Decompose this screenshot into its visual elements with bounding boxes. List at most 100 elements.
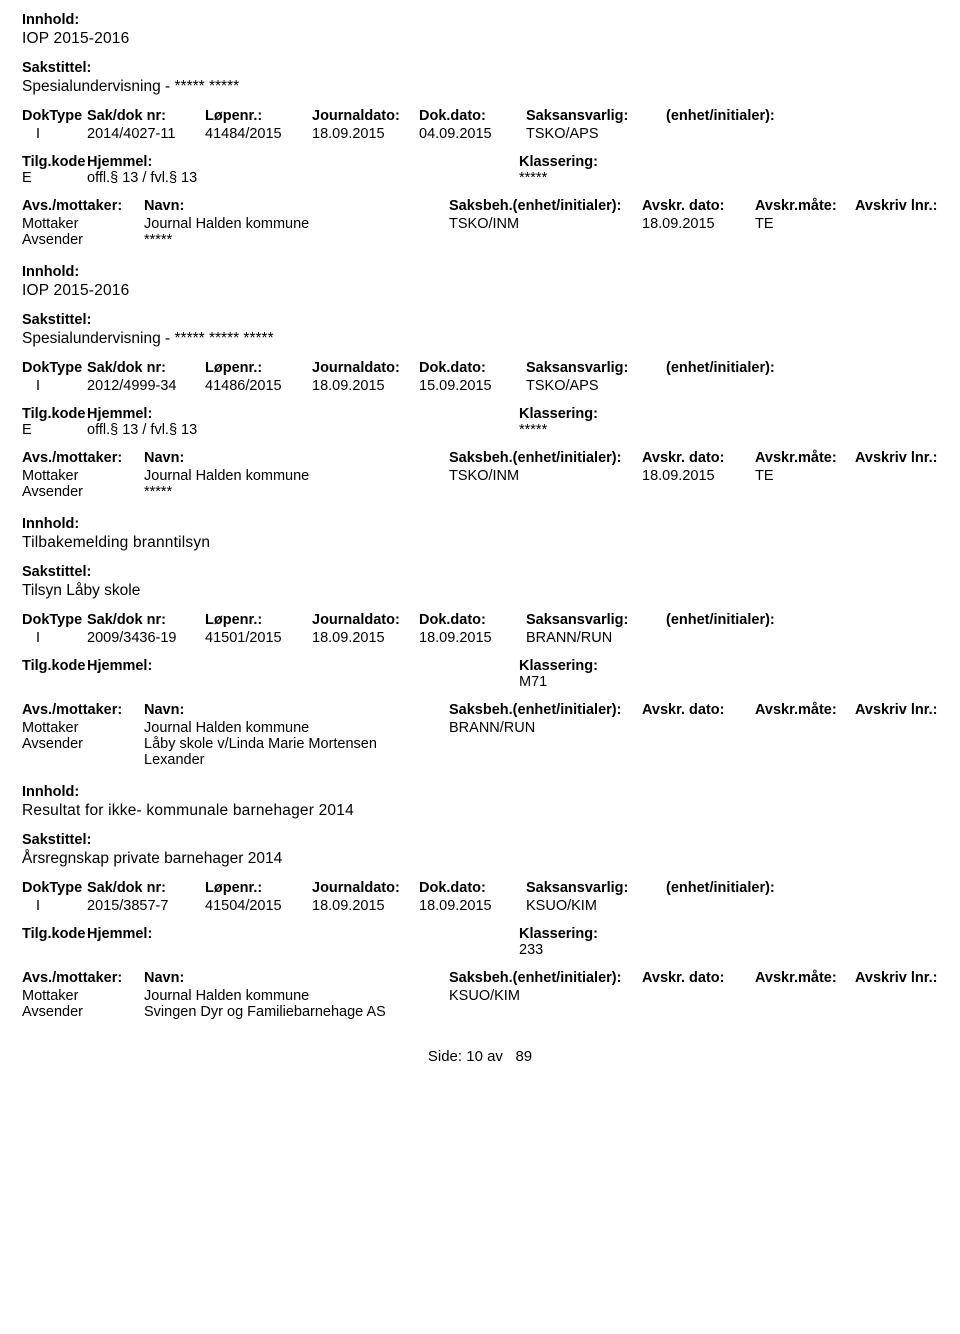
sakdok-value: 2015/3857-7 (87, 898, 205, 914)
avsmottaker-header-row: Avs./mottaker:Navn:Saksbeh.(enhet/initia… (22, 970, 938, 986)
klassering-header: Klassering: (519, 926, 938, 942)
tilgkode-value: E (22, 422, 87, 438)
saksbeh-value: KSUO/KIM (449, 988, 642, 1004)
avskrivlnr-header: Avskriv lnr.: (855, 970, 938, 986)
avskrmate-value: TE (755, 216, 938, 232)
avsender-name: Svingen Dyr og Familiebarnehage AS (144, 1004, 424, 1020)
doktype-header: DokType (22, 612, 87, 628)
tilgkode-value-row: 233 (22, 942, 938, 958)
tilgkode-value-row: M71 (22, 674, 938, 690)
tilgkode-header-row: Tilg.kodeHjemmel:Klassering: (22, 154, 938, 170)
mottaker-name: Journal Halden kommune (144, 216, 449, 232)
avskrivlnr-header: Avskriv lnr.: (855, 702, 938, 718)
ddato-value: 15.09.2015 (419, 378, 526, 394)
doktype-value: I (22, 378, 87, 394)
ddato-header: Dok.dato: (419, 880, 526, 896)
avsender-label: Avsender (22, 484, 144, 500)
tilgkode-header: Tilg.kode (22, 926, 87, 942)
mottaker-row: MottakerJournal Halden kommuneTSKO/INM18… (22, 216, 938, 232)
jdato-value: 18.09.2015 (312, 126, 419, 142)
navn-header: Navn: (144, 970, 449, 986)
avskrdato-value (642, 988, 755, 1004)
innhold-label: Innhold: (22, 264, 938, 280)
saksansv-value: BRANN/RUN (526, 630, 666, 646)
journal-record: Innhold:Resultat for ikke- kommunale bar… (22, 784, 938, 1020)
avsender-row: AvsenderLåby skole v/Linda Marie Mortens… (22, 736, 938, 768)
avsender-name: ***** (144, 484, 424, 500)
innhold-label: Innhold: (22, 516, 938, 532)
saksansv-value: TSKO/APS (526, 378, 666, 394)
avskrmate-value: TE (755, 468, 938, 484)
doktype-header: DokType (22, 108, 87, 124)
avskrivlnr-header: Avskriv lnr.: (855, 450, 938, 466)
doktype-header: DokType (22, 360, 87, 376)
tilgkode-value (22, 942, 87, 958)
saksbeh-header: Saksbeh.(enhet/initialer): (449, 702, 642, 718)
jdato-header: Journaldato: (312, 612, 419, 628)
sakdok-value: 2014/4027-11 (87, 126, 205, 142)
avskrdato-header: Avskr. dato: (642, 970, 755, 986)
tilgkode-value-row: Eoffl.§ 13 / fvl.§ 13***** (22, 170, 938, 186)
avskrdato-value: 18.09.2015 (642, 216, 755, 232)
klassering-header: Klassering: (519, 658, 938, 674)
avskrdato-header: Avskr. dato: (642, 198, 755, 214)
ddato-header: Dok.dato: (419, 108, 526, 124)
saksansv-header: Saksansvarlig: (526, 612, 666, 628)
avsender-label: Avsender (22, 1004, 144, 1020)
tilgkode-header: Tilg.kode (22, 658, 87, 674)
avskrmate-value (755, 988, 938, 1004)
avsender-name: ***** (144, 232, 424, 248)
tilgkode-header: Tilg.kode (22, 154, 87, 170)
jdato-header: Journaldato: (312, 880, 419, 896)
hjemmel-value: offl.§ 13 / fvl.§ 13 (87, 170, 519, 186)
ddato-value: 04.09.2015 (419, 126, 526, 142)
mottaker-row: MottakerJournal Halden kommuneKSUO/KIM (22, 988, 938, 1004)
hjemmel-value: offl.§ 13 / fvl.§ 13 (87, 422, 519, 438)
enhet-header: (enhet/initialer): (666, 360, 938, 376)
mottaker-label: Mottaker (22, 468, 144, 484)
doktype-value: I (22, 126, 87, 142)
saksansv-header: Saksansvarlig: (526, 108, 666, 124)
journal-record: Innhold:IOP 2015-2016Sakstittel:Spesialu… (22, 12, 938, 248)
saksbeh-value: BRANN/RUN (449, 720, 642, 736)
hjemmel-header: Hjemmel: (87, 926, 519, 942)
avsmottaker-header-row: Avs./mottaker:Navn:Saksbeh.(enhet/initia… (22, 198, 938, 214)
sakdok-value: 2009/3436-19 (87, 630, 205, 646)
jdato-value: 18.09.2015 (312, 898, 419, 914)
lopenr-value: 41486/2015 (205, 378, 312, 394)
lopenr-value: 41501/2015 (205, 630, 312, 646)
jdato-header: Journaldato: (312, 108, 419, 124)
avsender-row: Avsender***** (22, 232, 938, 248)
avsmottaker-header: Avs./mottaker: (22, 198, 144, 214)
enhet-value (666, 126, 938, 142)
sakstittel-value: Spesialundervisning - ***** ***** (22, 78, 938, 96)
doktype-value: I (22, 630, 87, 646)
enhet-header: (enhet/initialer): (666, 880, 938, 896)
sakstittel-value: Årsregnskap private barnehager 2014 (22, 850, 938, 868)
mottaker-label: Mottaker (22, 988, 144, 1004)
enhet-header: (enhet/initialer): (666, 612, 938, 628)
sakdok-header: Sak/dok nr: (87, 360, 205, 376)
side-label: Side: (428, 1048, 462, 1065)
innhold-value: Tilbakemelding branntilsyn (22, 534, 938, 552)
avskrdato-value: 18.09.2015 (642, 468, 755, 484)
mottaker-label: Mottaker (22, 216, 144, 232)
saksbeh-header: Saksbeh.(enhet/initialer): (449, 450, 642, 466)
avskrdato-value (642, 720, 755, 736)
sakstittel-label: Sakstittel: (22, 564, 938, 580)
hjemmel-header: Hjemmel: (87, 406, 519, 422)
innhold-value: Resultat for ikke- kommunale barnehager … (22, 802, 938, 820)
lopenr-header: Løpenr.: (205, 108, 312, 124)
avskrmate-header: Avskr.måte: (755, 450, 855, 466)
mottaker-name: Journal Halden kommune (144, 720, 449, 736)
jdato-value: 18.09.2015 (312, 378, 419, 394)
hjemmel-value (87, 942, 519, 958)
saksbeh-value: TSKO/INM (449, 216, 642, 232)
tilgkode-header-row: Tilg.kodeHjemmel:Klassering: (22, 658, 938, 674)
tilgkode-value: E (22, 170, 87, 186)
hjemmel-value (87, 674, 519, 690)
mottaker-row: MottakerJournal Halden kommuneBRANN/RUN (22, 720, 938, 736)
avskrmate-header: Avskr.måte: (755, 702, 855, 718)
sakdok-value: 2012/4999-34 (87, 378, 205, 394)
avskrdato-header: Avskr. dato: (642, 450, 755, 466)
